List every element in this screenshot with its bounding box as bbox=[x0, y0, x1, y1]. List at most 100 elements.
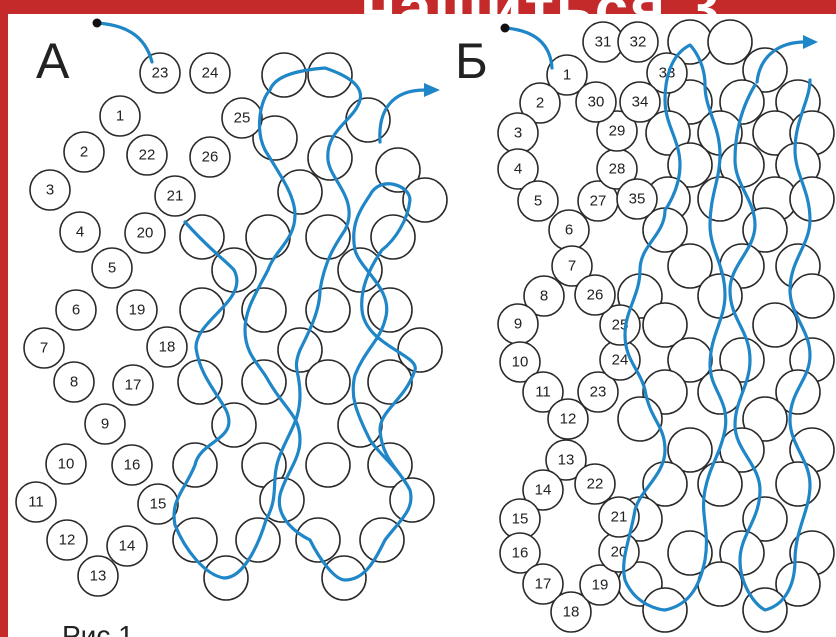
panel-a-bead-number: 3 bbox=[46, 182, 54, 199]
panel-a-bead-number: 26 bbox=[202, 149, 219, 166]
panel-b-bead-circle bbox=[616, 178, 658, 220]
panel-b-bead-plain bbox=[645, 110, 691, 156]
thread-a-start bbox=[95, 21, 154, 64]
panel-a-bead-circle bbox=[126, 134, 168, 176]
panel-a-bead-plain bbox=[172, 517, 218, 563]
panel-a-bead-circle bbox=[221, 97, 263, 139]
panel-a-bead-plain bbox=[375, 147, 421, 193]
panel-a-bead-number: 20 bbox=[137, 225, 154, 242]
panel-a-bead-number: 6 bbox=[72, 302, 80, 319]
panel-a-bead-circle bbox=[15, 481, 57, 523]
panel-a-bead-circle bbox=[106, 525, 148, 567]
panel-a-bead-plain bbox=[245, 214, 291, 260]
panel-a-bead-number: 17 bbox=[125, 377, 142, 394]
panel-a-bead-number: 23 bbox=[152, 65, 169, 82]
panel-b-bead-26: 26 bbox=[574, 274, 616, 316]
panel-a-bead-circle bbox=[59, 211, 101, 253]
panel-b-bead-number: 8 bbox=[540, 288, 548, 305]
panel-b-bead-5: 5 bbox=[517, 180, 559, 222]
panel-a-bead-13: 13 bbox=[77, 555, 119, 597]
panel-a-bead-number: 24 bbox=[202, 65, 219, 82]
panel-a-bead-number: 2 bbox=[80, 144, 88, 161]
panel-a-bead-plain bbox=[367, 359, 413, 405]
panel-b-bead-number: 23 bbox=[590, 384, 607, 401]
thread-b-path bbox=[622, 43, 728, 612]
panel-a-bead-plain bbox=[305, 442, 351, 488]
panel-a-bead-8: 8 bbox=[53, 361, 95, 403]
panel-b-bead-number: 2 bbox=[536, 95, 544, 112]
panel-a-bead-21: 21 bbox=[154, 175, 196, 217]
panel-a-bead-16: 16 bbox=[111, 444, 153, 486]
panel-a-bead-10: 10 bbox=[45, 443, 87, 485]
panel-a-bead-1: 1 bbox=[99, 95, 141, 137]
panel-b-bead-31: 31 bbox=[582, 21, 624, 63]
panel-a-bead-number: 25 bbox=[234, 110, 251, 127]
panel-b-bead-8: 8 bbox=[523, 275, 565, 317]
panel-a-bead-number: 15 bbox=[150, 496, 167, 513]
panel-a-bead-11: 11 bbox=[15, 481, 57, 523]
panel-b-bead-plain bbox=[742, 47, 788, 93]
panel-a-bead-number: 22 bbox=[139, 147, 156, 164]
panel-a-bead-circle bbox=[84, 403, 126, 445]
panel-a-bead-circle bbox=[189, 136, 231, 178]
panel-a-bead-number: 12 bbox=[59, 532, 76, 549]
panel-b-bead-number: 14 bbox=[535, 482, 552, 499]
panel-a-bead-4: 4 bbox=[59, 211, 101, 253]
panel-a-bead-22: 22 bbox=[126, 134, 168, 176]
panel-b-bead-34: 34 bbox=[619, 81, 661, 123]
panel-b-bead-number: 10 bbox=[512, 354, 529, 371]
panel-b-bead-circle bbox=[574, 463, 616, 505]
panel-b-bead-plain bbox=[719, 337, 765, 383]
panel-b-bead-25: 25 bbox=[599, 304, 641, 346]
panel-a-bead-circle bbox=[63, 131, 105, 173]
panel-b-bead-number: 11 bbox=[535, 384, 551, 401]
panel-b-bead-circle bbox=[497, 148, 539, 190]
panel-b-bead-circle bbox=[598, 496, 640, 538]
panel-a-bead-plain bbox=[345, 97, 391, 143]
panel-b-bead-number: 22 bbox=[587, 476, 604, 493]
panel-b-bead-21: 21 bbox=[598, 496, 640, 538]
panel-b-bead-number: 32 bbox=[630, 34, 647, 51]
panel-b-bead-number: 1 bbox=[563, 67, 571, 84]
panel-b-bead-plain bbox=[742, 396, 788, 442]
panel-a-bead-number: 4 bbox=[76, 224, 84, 241]
panel-b-bead-circle bbox=[499, 532, 541, 574]
panel-b-bead-number: 9 bbox=[514, 316, 522, 333]
panel-b-bead-plain bbox=[667, 530, 713, 576]
panel-b-bead-22: 22 bbox=[574, 463, 616, 505]
panel-b-threads bbox=[500, 23, 818, 612]
panel-b-bead-number: 6 bbox=[565, 222, 573, 239]
panel-b-bead-number: 26 bbox=[587, 287, 604, 304]
panel-b-bead-circle bbox=[519, 82, 561, 124]
panel-a-bead-number: 7 bbox=[40, 340, 48, 357]
thread-b-start-dot bbox=[500, 23, 510, 33]
panel-b-bead-3: 3 bbox=[497, 112, 539, 154]
panel-b-bead-14: 14 bbox=[522, 469, 564, 511]
panel-a-bead-circle bbox=[55, 289, 97, 331]
panel-b-bead-plain bbox=[707, 19, 753, 65]
panel-a-bead-circle bbox=[112, 364, 154, 406]
panel-b-bead-circle bbox=[522, 371, 564, 413]
panel-a-bead-number: 10 bbox=[58, 456, 75, 473]
panel-b-bead-17: 17 bbox=[522, 563, 564, 605]
panel-a-bead-circle bbox=[91, 247, 133, 289]
panel-a-bead-plain bbox=[295, 517, 341, 563]
panel-b-bead-7: 7 bbox=[551, 245, 593, 287]
panel-b-bead-27: 27 bbox=[577, 180, 619, 222]
panel-a-bead-plain bbox=[307, 52, 353, 98]
panel-a-bead-25: 25 bbox=[221, 97, 263, 139]
panel-b-bead-number: 7 bbox=[568, 258, 576, 275]
panel-b-bead-20: 20 bbox=[598, 531, 640, 573]
panel-b-bead-1: 1 bbox=[546, 54, 588, 96]
panel-b-bead-plain bbox=[789, 176, 835, 222]
panel-a-bead-number: 14 bbox=[119, 538, 136, 555]
panel-a-bead-number: 1 bbox=[116, 108, 124, 125]
panel-a-bead-17: 17 bbox=[112, 364, 154, 406]
panel-a-bead-number: 19 bbox=[129, 302, 146, 319]
panel-b-bead-circle bbox=[579, 564, 621, 606]
panel-b-bead-circle bbox=[599, 304, 641, 346]
panel-a-bead-plain bbox=[321, 555, 367, 601]
panel-a-bead-circle bbox=[154, 175, 196, 217]
panel-b-bead-circle bbox=[546, 54, 588, 96]
